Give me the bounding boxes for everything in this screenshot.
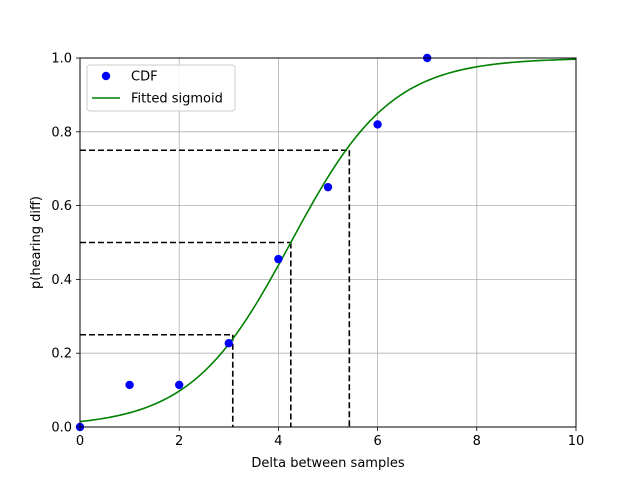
- cdf-data-point: [323, 182, 333, 192]
- cdf-data-point: [373, 120, 382, 129]
- fitted-sigmoid-line: [79, 58, 577, 423]
- y-tick-label: 0.0: [51, 421, 72, 436]
- x-tick-label: 0: [76, 434, 84, 449]
- y-tick-label: 1.0: [51, 52, 72, 67]
- legend-label: Fitted sigmoid: [131, 92, 223, 107]
- y-tick-label: 0.6: [51, 199, 72, 214]
- y-tick-label: 0.4: [51, 273, 72, 288]
- x-axis-label: Delta between samples: [251, 456, 404, 471]
- legend: CDF Fitted sigmoid: [86, 64, 236, 112]
- x-tick-label: 2: [175, 434, 183, 449]
- reference-lines: [80, 149, 351, 427]
- x-tick-label: 8: [473, 434, 481, 449]
- x-tick-label: 4: [274, 434, 282, 449]
- cdf-data-point: [175, 380, 184, 390]
- plot-frame: [79, 57, 577, 428]
- x-tick-label: 6: [373, 434, 381, 449]
- x-tick-label: 10: [568, 434, 585, 449]
- y-tick-label: 0.2: [51, 347, 72, 362]
- cdf-data-point: [274, 254, 283, 264]
- cdf-data-point: [125, 380, 134, 390]
- legend-label: CDF: [131, 70, 158, 85]
- y-tick-label: 0.8: [51, 125, 72, 140]
- y-axis-label: p(hearing diff): [29, 196, 44, 289]
- tick-layer: 0 2 4 6 8 10 0.0 0.2 0.4 0.6 0.8 1.0: [51, 52, 584, 450]
- cdf-data-point: [224, 339, 233, 348]
- legend-box: [86, 64, 236, 112]
- legend-marker-cdf: [101, 71, 111, 81]
